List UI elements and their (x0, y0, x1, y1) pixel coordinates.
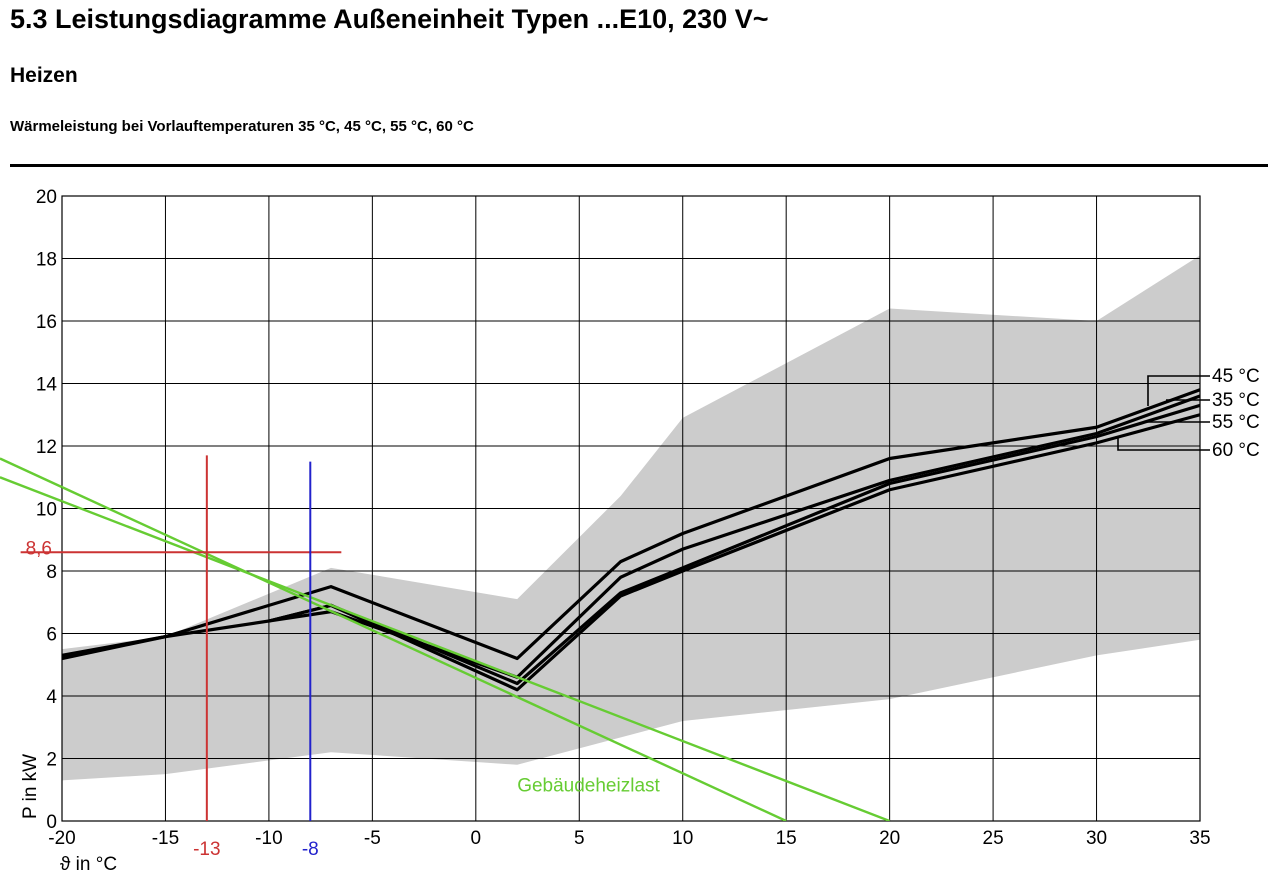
x-tick-label: 35 (1189, 828, 1210, 849)
x-axis-title: ϑ in °C (60, 854, 117, 875)
building-load-line-ext-1 (0, 457, 63, 489)
x-tick-label: 20 (879, 828, 900, 849)
legend-label-35c: 35 °C (1212, 390, 1260, 411)
y-tick-label: 4 (46, 687, 57, 708)
y-tick-label: 6 (46, 625, 57, 646)
chart-caption: Wärmeleistung bei Vorlauftemperaturen 35… (10, 118, 474, 135)
y-tick-label: 14 (36, 375, 58, 396)
y-tick-label: 0 (46, 812, 57, 833)
x-tick-label: -5 (364, 828, 381, 849)
legend-label-45c: 45 °C (1212, 366, 1260, 387)
building-load-group (62, 485, 891, 821)
marker-vline-label: -8 (302, 839, 319, 860)
x-tick-label: 5 (574, 828, 585, 849)
y-axis-title: P in kW (20, 754, 41, 819)
series-line-60c (268, 413, 1201, 692)
building-load-line-1 (62, 485, 787, 821)
x-tick-label: -10 (255, 828, 282, 849)
legend-label-55c: 55 °C (1212, 412, 1260, 433)
x-tick-label: -15 (152, 828, 179, 849)
y-tick-label: 16 (36, 312, 57, 333)
operating-range-band (62, 255, 1200, 781)
y-tick-label: 8 (46, 562, 57, 583)
y-tick-label: 12 (36, 437, 57, 458)
building-load-label: Gebäudeheizlast (517, 775, 660, 796)
series-line-35c (61, 394, 1201, 679)
x-tick-label: 15 (776, 828, 797, 849)
y-tick-label: 18 (36, 250, 57, 271)
section-heading: Heizen (10, 64, 78, 87)
plot-frame (61, 195, 1201, 822)
x-tick-label: -20 (48, 828, 75, 849)
header-divider (10, 164, 1268, 167)
y-tick-label: 10 (36, 500, 57, 521)
page-heading: 5.3 Leistungsdiagramme Außeneinheit Type… (10, 4, 769, 34)
x-tick-label: 10 (672, 828, 693, 849)
y-tick-label: 2 (46, 750, 57, 771)
marker-hline-label: 8,6 (26, 538, 52, 559)
building-load-line-ext-2 (0, 476, 63, 503)
y-tick-label: 20 (36, 187, 57, 208)
legend-leader-45c (1147, 375, 1210, 406)
building-load-line-2 (62, 499, 891, 821)
x-tick-label: 25 (983, 828, 1004, 849)
legend-label-60c: 60 °C (1212, 440, 1260, 461)
series-line-45c (61, 388, 1201, 661)
marker-vline-label: -13 (193, 839, 220, 860)
x-tick-label: 30 (1086, 828, 1107, 849)
x-tick-label: 0 (471, 828, 482, 849)
legend-leader-60c (1117, 436, 1210, 451)
